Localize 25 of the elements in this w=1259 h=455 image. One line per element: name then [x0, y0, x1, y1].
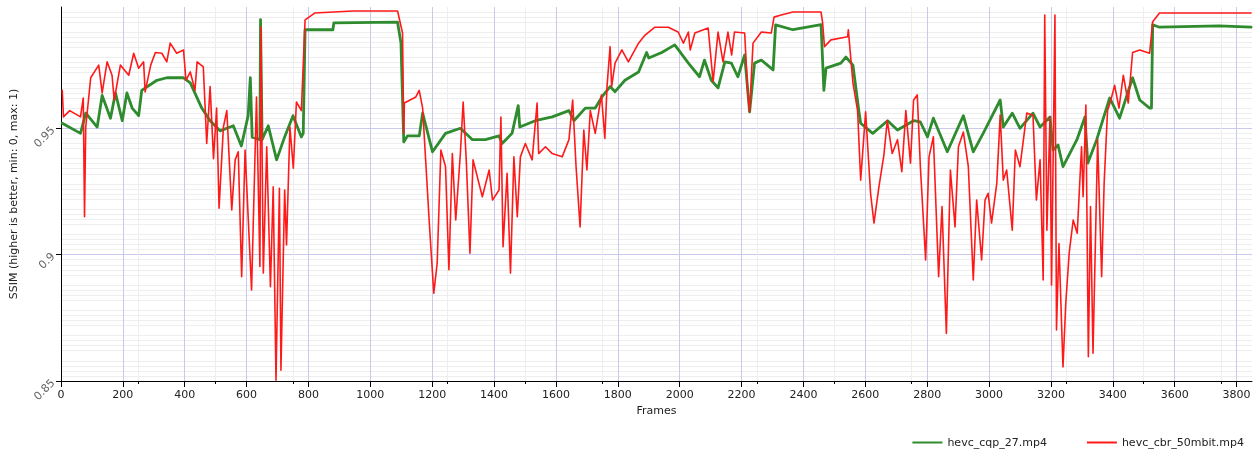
y-axis-title: SSIM (higher is better, min: 0, max: 1) [7, 88, 20, 300]
x-tick-label: 1200 [418, 388, 447, 401]
x-tick-label: 3000 [975, 388, 1004, 401]
legend-label: hevc_cqp_27.mp4 [947, 436, 1047, 449]
x-tick-label: 3800 [1222, 388, 1251, 401]
x-tick-label: 1800 [603, 388, 632, 401]
x-axis-title: Frames [636, 404, 677, 417]
x-tick-label: 3400 [1098, 388, 1127, 401]
x-tick-label: 400 [174, 388, 196, 401]
x-tick-label: 600 [236, 388, 258, 401]
x-tick-label: 2000 [665, 388, 694, 401]
x-tick-label: 3600 [1160, 388, 1189, 401]
x-tick-label: 3200 [1036, 388, 1065, 401]
x-tick-label: 2800 [913, 388, 942, 401]
x-tick-label: 2200 [727, 388, 756, 401]
x-tick-label: 1000 [356, 388, 385, 401]
x-tick-label: 1400 [480, 388, 509, 401]
y-tick-label: 0.9 [36, 250, 58, 272]
x-tick-label: 0 [57, 388, 65, 401]
legend-label: hevc_cbr_50mbit.mp4 [1121, 436, 1244, 449]
x-tick-label: 800 [297, 388, 319, 401]
x-tick-label: 2400 [789, 388, 818, 401]
x-tick-label: 2600 [851, 388, 880, 401]
x-tick-label: 1600 [541, 388, 570, 401]
x-tick-label: 200 [112, 388, 134, 401]
